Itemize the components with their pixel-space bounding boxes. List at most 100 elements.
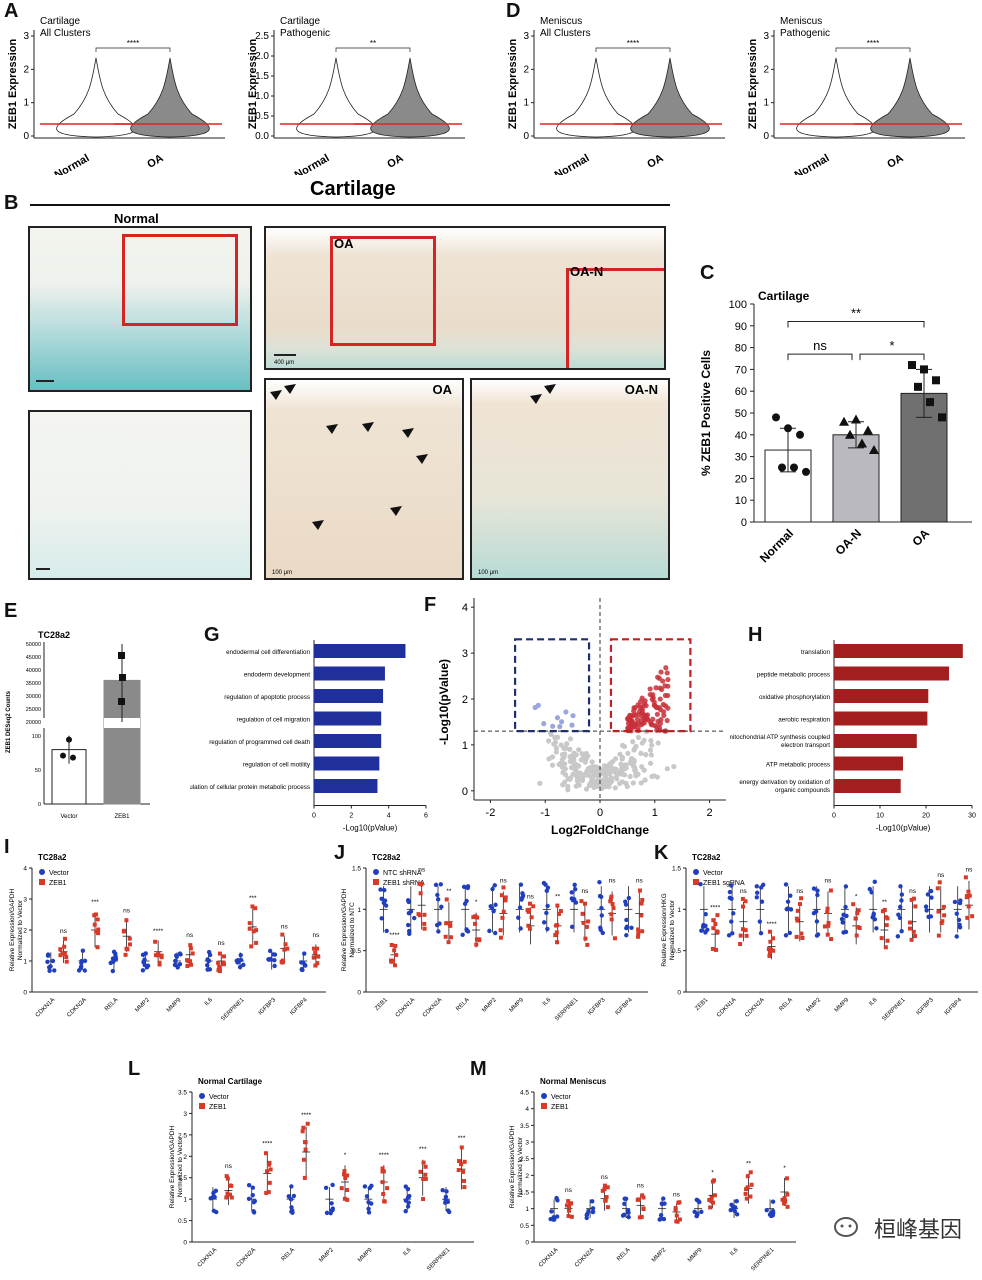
- data-point: [422, 912, 427, 917]
- x-tick-label: CDKN2A: [236, 1247, 257, 1268]
- data-point: [674, 1213, 679, 1218]
- panel-label-i: I: [4, 836, 10, 858]
- data-point: [936, 909, 941, 914]
- y-tick-label: 1: [763, 98, 769, 109]
- data-point: [541, 920, 547, 925]
- x-tick-label: 6: [424, 813, 428, 820]
- volcano-point-down: [563, 709, 569, 715]
- data-point: [254, 940, 259, 945]
- data-point: [519, 897, 524, 902]
- data-point: [909, 897, 914, 902]
- data-point: [879, 936, 884, 941]
- data-point: [661, 1216, 667, 1222]
- data-point: [177, 961, 183, 967]
- sig-label: ***: [249, 895, 257, 902]
- data-point: [60, 752, 66, 759]
- data-point: [640, 929, 645, 934]
- data-point: [553, 933, 558, 938]
- data-point: [624, 917, 629, 923]
- data-point: [857, 438, 867, 448]
- y-tick-label: 1: [525, 1206, 529, 1213]
- data-point: [285, 946, 290, 951]
- data-point: [863, 425, 873, 435]
- data-point: [265, 1169, 270, 1174]
- data-point: [423, 1164, 428, 1169]
- data-point: [641, 1195, 646, 1200]
- sig-label: ****: [301, 1112, 312, 1119]
- data-point: [501, 909, 506, 914]
- data-point: [583, 901, 588, 906]
- violin-shape: [56, 57, 136, 138]
- sig-label: ns: [186, 932, 194, 939]
- volcano-point: [560, 769, 566, 776]
- data-point: [545, 926, 550, 932]
- data-point: [843, 884, 849, 889]
- volcano-point-up: [638, 722, 644, 728]
- data-point: [143, 951, 148, 956]
- data-point: [920, 365, 928, 374]
- sig-label: ns: [601, 1174, 609, 1181]
- sig-label: *: [783, 1165, 786, 1172]
- data-point: [380, 1166, 385, 1171]
- wechat-icon: [833, 1217, 858, 1237]
- data-point: [728, 1207, 733, 1213]
- data-point: [58, 953, 63, 958]
- category-label: peptide metabolic process: [757, 672, 830, 679]
- volcano-point: [552, 739, 559, 746]
- data-point: [382, 898, 388, 903]
- data-point: [324, 1210, 330, 1216]
- volcano-point-up: [658, 716, 664, 723]
- volcano-point: [621, 743, 628, 750]
- x-axis-label: -Log10(pValue): [876, 824, 931, 833]
- y-tick-label: 0.5: [255, 111, 269, 122]
- violin-shape: [296, 57, 376, 138]
- x-tick-label: CDKN1A: [197, 1247, 218, 1268]
- volcano-point: [612, 785, 618, 791]
- data-point: [674, 1219, 679, 1224]
- data-point: [544, 888, 549, 894]
- data-point: [177, 951, 183, 956]
- normal-zoom-box: [122, 234, 238, 326]
- data-point: [766, 947, 771, 952]
- cartilage-header: Cartilage: [310, 178, 396, 200]
- data-point: [380, 1180, 385, 1185]
- x-tick-label: 2: [707, 807, 713, 819]
- arrowhead-icon: [312, 520, 324, 530]
- normal-histology-image: Normal: [28, 226, 252, 392]
- data-point: [884, 923, 889, 928]
- data-point: [898, 884, 903, 889]
- data-point: [311, 955, 316, 960]
- volcano-point: [579, 774, 586, 780]
- data-point: [754, 890, 760, 895]
- volcano-point: [648, 738, 654, 744]
- data-point: [554, 923, 559, 928]
- data-point: [379, 916, 384, 921]
- violin-shape: [556, 57, 636, 138]
- arrowheads: [270, 384, 556, 530]
- data-point: [635, 1197, 640, 1202]
- chart-title: TC28a2: [38, 630, 70, 640]
- data-point: [491, 908, 496, 914]
- data-point: [62, 944, 67, 949]
- sig-label: ***: [458, 1135, 466, 1142]
- volcano-point: [589, 777, 595, 784]
- data-point: [708, 1205, 713, 1210]
- volcano-point-up: [663, 665, 669, 671]
- data-point: [966, 889, 971, 894]
- sig-label: *: [344, 1152, 347, 1159]
- data-point: [882, 907, 887, 912]
- data-point: [770, 1208, 776, 1214]
- y-tick-label: 35000: [26, 681, 41, 687]
- data-point: [874, 926, 879, 931]
- data-point: [190, 951, 195, 956]
- data-point: [584, 924, 589, 929]
- data-point: [741, 904, 746, 909]
- data-point: [703, 923, 708, 928]
- data-point: [471, 915, 476, 920]
- data-point: [768, 939, 773, 944]
- data-point: [745, 1185, 750, 1190]
- data-point: [462, 901, 468, 907]
- data-point: [45, 959, 50, 965]
- data-point: [249, 944, 254, 949]
- volcano-point: [618, 771, 625, 777]
